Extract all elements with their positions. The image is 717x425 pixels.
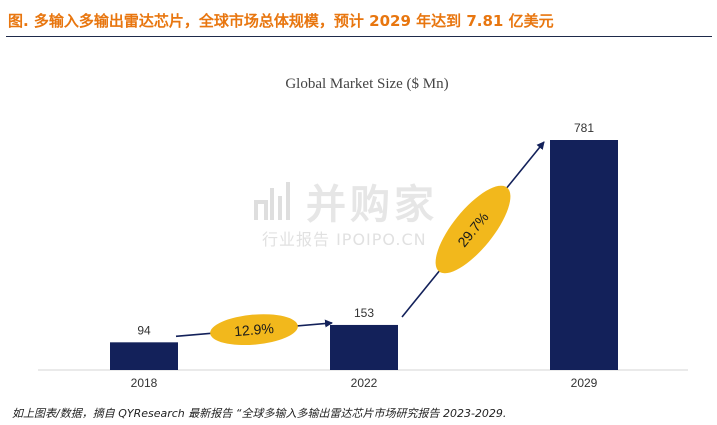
data-label-2018: 94 <box>137 323 151 337</box>
growth-badge-1 <box>210 314 298 346</box>
data-label-2029: 781 <box>574 121 594 135</box>
growth-badge-2 <box>435 185 511 274</box>
bar-2022 <box>330 324 398 370</box>
source-note: 如上图表/数据，摘自 QYResearch 最新报告 “全球多输入多输出雷达芯片… <box>12 407 507 420</box>
title-divider <box>6 36 712 37</box>
category-label-2029: 2029 <box>571 376 598 390</box>
growth-rate-label-1: 12.9% <box>234 320 275 339</box>
category-label-2018: 2018 <box>131 376 158 390</box>
bar-2029 <box>550 140 618 370</box>
bar-2018 <box>110 342 178 370</box>
figure-title: 图. 多输入多输出雷达芯片，全球市场总体规模，预计 2029 年达到 7.81 … <box>8 12 554 30</box>
chart-title: Global Market Size ($ Mn) <box>285 76 448 92</box>
category-label-2022: 2022 <box>351 376 378 390</box>
data-label-2022: 153 <box>354 306 374 320</box>
